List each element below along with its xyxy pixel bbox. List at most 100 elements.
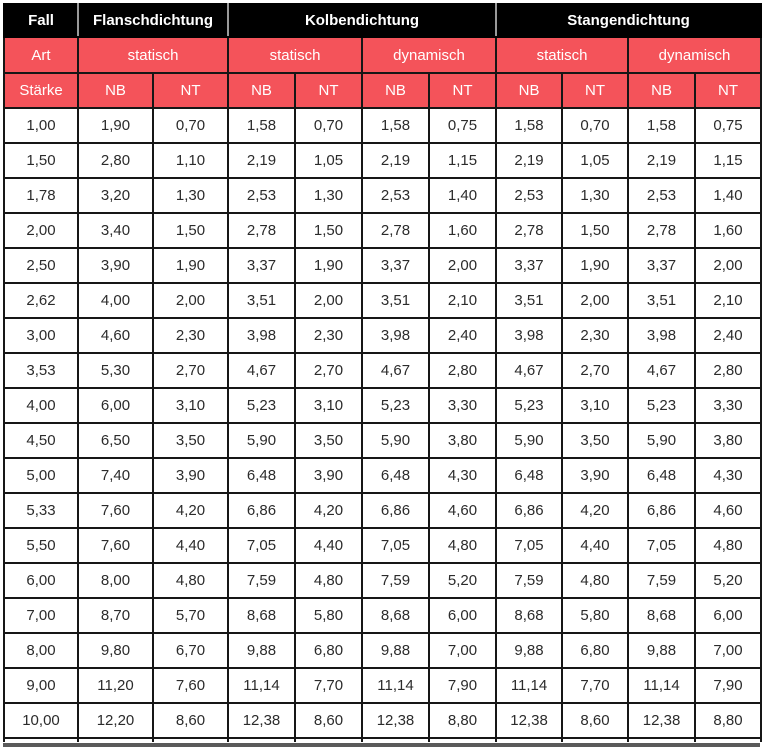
value-cell: 6,48: [361, 457, 430, 494]
value-cell: 6,70: [152, 632, 229, 669]
value-cell: 2,78: [627, 212, 697, 249]
value-cell: 11,14: [627, 667, 697, 704]
value-cell: 8,60: [294, 702, 363, 739]
value-cell: 2,78: [227, 212, 296, 249]
value-cell: 3,10: [152, 387, 229, 424]
art-kolben-dynamisch: dynamisch: [360, 36, 498, 74]
value-cell: 9,88: [361, 632, 430, 669]
col-nb: NB: [227, 72, 296, 109]
value-cell: 6,00: [77, 387, 154, 424]
value-cell: 4,67: [361, 352, 430, 389]
value-cell: 6,86: [627, 492, 697, 529]
value-cell: 2,80: [427, 352, 498, 389]
value-cell: 7,05: [627, 527, 697, 564]
value-cell: 8,68: [495, 597, 564, 634]
value-cell: 3,90: [561, 457, 630, 494]
value-cell: 5,70: [152, 597, 229, 634]
value-cell: 7,59: [361, 562, 430, 599]
value-cell: 3,37: [627, 247, 697, 284]
value-cell: 2,30: [561, 317, 630, 354]
cutoff-bar: [3, 743, 760, 747]
value-cell: 0,70: [561, 107, 630, 144]
value-cell: 3,98: [227, 317, 296, 354]
value-cell: 2,53: [495, 177, 564, 214]
header-row-art: Art statisch statisch dynamisch statisch…: [3, 36, 763, 74]
value-cell: 3,20: [77, 177, 154, 214]
art-label: Art: [3, 36, 79, 74]
col-nb: NB: [495, 72, 564, 109]
header-row-groups: Fall Flanschdichtung Kolbendichtung Stan…: [3, 3, 763, 38]
value-cell: 3,30: [694, 387, 763, 424]
value-cell: 1,30: [561, 177, 630, 214]
staerke-value-cell: 6,00: [3, 562, 79, 599]
col-group-stangendichtung: Stangendichtung: [495, 3, 763, 38]
value-cell: 1,10: [152, 142, 229, 179]
value-cell: 6,86: [227, 492, 296, 529]
value-cell: 6,86: [495, 492, 564, 529]
header-row-columns: Stärke NB NT NB NT NB NT NB NT NB NT: [3, 72, 763, 109]
value-cell: 7,59: [627, 562, 697, 599]
table-row: 2,62 4,00 2,00 3,51 2,00 3,51 2,10 3,51 2,00 3,51…: [3, 282, 763, 319]
value-cell: 5,23: [495, 387, 564, 424]
col-group-kolbendichtung: Kolbendichtung: [226, 3, 498, 38]
value-cell: 4,60: [694, 492, 763, 529]
value-cell: 7,05: [227, 527, 296, 564]
value-cell: 3,10: [294, 387, 363, 424]
col-nb: NB: [627, 72, 697, 109]
value-cell: 2,00: [561, 282, 630, 319]
col-nb: NB: [77, 72, 154, 109]
value-cell: 2,70: [561, 352, 630, 389]
value-cell: 9,88: [627, 632, 697, 669]
value-cell: 1,90: [294, 247, 363, 284]
value-cell: 2,53: [361, 177, 430, 214]
value-cell: 0,75: [694, 107, 763, 144]
value-cell: 6,86: [361, 492, 430, 529]
value-cell: 5,30: [77, 352, 154, 389]
value-cell: 8,00: [77, 562, 154, 599]
staerke-value-cell: 8,00: [3, 632, 79, 669]
table-row: 8,00 9,80 6,70 9,88 6,80 9,88 7,00 9,88 6,80 9,88…: [3, 632, 763, 669]
value-cell: 12,20: [77, 702, 154, 739]
value-cell: 1,40: [427, 177, 498, 214]
staerke-value-cell: 5,50: [3, 527, 79, 564]
value-cell: 2,00: [152, 282, 229, 319]
value-cell: 5,20: [694, 562, 763, 599]
table-row: 9,00 11,20 7,60 11,14 7,70 11,14 7,90 11,14 7,70…: [3, 667, 763, 704]
value-cell: 5,90: [227, 422, 296, 459]
value-cell: 6,48: [227, 457, 296, 494]
value-cell: 12,38: [495, 702, 564, 739]
value-cell: 8,68: [361, 597, 430, 634]
value-cell: 7,00: [427, 632, 498, 669]
staerke-value-cell: 5,00: [3, 457, 79, 494]
value-cell: 4,67: [227, 352, 296, 389]
value-cell: 9,88: [227, 632, 296, 669]
art-stangen-dynamisch: dynamisch: [627, 36, 763, 74]
col-nt: NT: [152, 72, 229, 109]
value-cell: 3,30: [427, 387, 498, 424]
value-cell: 1,90: [77, 107, 154, 144]
value-cell: 7,90: [694, 667, 763, 704]
staerke-value-cell: 4,00: [3, 387, 79, 424]
value-cell: 12,38: [361, 702, 430, 739]
table-row: 7,00 8,70 5,70 8,68 5,80 8,68 6,00 8,68 5,80 8,68…: [3, 597, 763, 634]
col-nt: NT: [694, 72, 763, 109]
value-cell: 1,50: [294, 212, 363, 249]
value-cell: 2,78: [495, 212, 564, 249]
value-cell: 2,19: [495, 142, 564, 179]
value-cell: 2,19: [361, 142, 430, 179]
value-cell: 4,80: [427, 527, 498, 564]
value-cell: 7,05: [361, 527, 430, 564]
value-cell: 1,90: [561, 247, 630, 284]
value-cell: 3,51: [627, 282, 697, 319]
art-stangen-statisch: statisch: [495, 36, 630, 74]
value-cell: 2,10: [694, 282, 763, 319]
value-cell: 4,80: [294, 562, 363, 599]
value-cell: 3,90: [152, 457, 229, 494]
value-cell: 9,88: [495, 632, 564, 669]
value-cell: 8,70: [77, 597, 154, 634]
value-cell: 3,98: [495, 317, 564, 354]
table-row: 4,00 6,00 3,10 5,23 3,10 5,23 3,30 5,23 3,10 5,23…: [3, 387, 763, 424]
value-cell: 1,58: [227, 107, 296, 144]
value-cell: 8,60: [561, 702, 630, 739]
value-cell: 0,75: [427, 107, 498, 144]
